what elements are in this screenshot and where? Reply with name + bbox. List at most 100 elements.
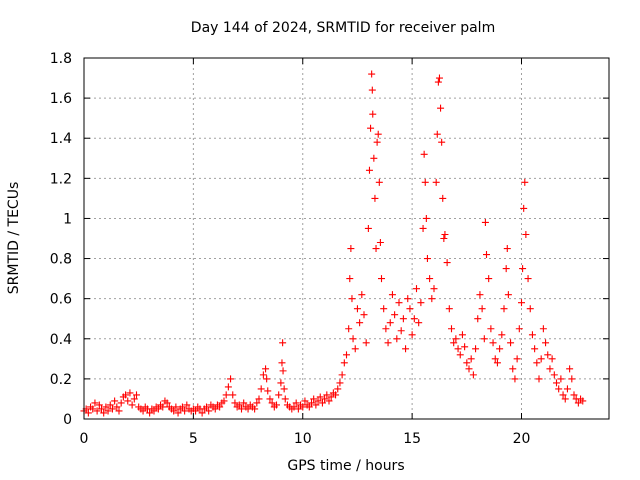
- data-point: [370, 154, 378, 162]
- data-point: [104, 407, 112, 415]
- data-point: [546, 365, 554, 373]
- data-point: [553, 379, 560, 387]
- data-point: [430, 285, 438, 293]
- data-point: [314, 397, 322, 405]
- data-point: [373, 138, 381, 146]
- y-tick-label: 1.8: [50, 51, 72, 67]
- data-point: [321, 395, 329, 403]
- data-point: [133, 391, 140, 399]
- data-point: [391, 311, 399, 319]
- data-point: [537, 355, 545, 363]
- data-point: [257, 385, 265, 393]
- data-point: [404, 295, 412, 303]
- data-point: [174, 409, 182, 417]
- data-point: [420, 150, 428, 158]
- data-point: [489, 339, 497, 347]
- data-point: [115, 407, 123, 415]
- data-point: [334, 385, 342, 393]
- data-point: [507, 339, 515, 347]
- data-point: [368, 70, 376, 78]
- data-point: [308, 399, 315, 407]
- data-point: [432, 178, 440, 186]
- data-point: [353, 305, 361, 313]
- data-point: [358, 291, 366, 299]
- data-point: [111, 397, 119, 405]
- data-point: [520, 204, 528, 212]
- data-point: [450, 339, 458, 347]
- data-point: [513, 355, 521, 363]
- data-point: [456, 351, 464, 359]
- data-point: [178, 403, 186, 411]
- data-point: [518, 299, 525, 307]
- data-point: [170, 407, 178, 415]
- data-point: [220, 397, 228, 405]
- data-point: [108, 405, 116, 413]
- data-point: [362, 339, 370, 347]
- data-point: [417, 299, 425, 307]
- data-point: [349, 335, 357, 343]
- data-point: [113, 403, 121, 411]
- data-point: [345, 325, 353, 333]
- data-point: [323, 391, 331, 399]
- data-point: [294, 405, 302, 413]
- data-point: [277, 379, 285, 387]
- data-point: [478, 305, 486, 313]
- data-point: [325, 397, 333, 405]
- data-point: [441, 230, 449, 238]
- data-point: [378, 275, 385, 283]
- data-point: [95, 401, 103, 409]
- y-tick-label: 0.6: [50, 292, 72, 308]
- data-point: [483, 251, 490, 259]
- data-point: [563, 385, 571, 393]
- data-point: [533, 359, 541, 367]
- data-point: [380, 305, 388, 313]
- data-point: [238, 405, 245, 413]
- data-point: [255, 395, 263, 403]
- data-point: [268, 399, 276, 407]
- data-point: [280, 385, 288, 393]
- data-point: [566, 365, 574, 373]
- data-point: [346, 275, 354, 283]
- data-point: [524, 275, 532, 283]
- data-point: [487, 325, 495, 333]
- data-point: [570, 391, 578, 399]
- data-point: [106, 401, 114, 409]
- data-point: [511, 375, 519, 383]
- data-point: [181, 407, 189, 415]
- data-point: [84, 409, 92, 417]
- data-point: [531, 345, 539, 353]
- data-point: [474, 315, 482, 323]
- data-point: [100, 409, 108, 417]
- data-point: [438, 138, 446, 146]
- x-tick-label: 15: [403, 431, 421, 447]
- data-point: [574, 399, 582, 407]
- data-point: [498, 331, 506, 339]
- data-point: [316, 393, 324, 401]
- data-point: [496, 345, 504, 353]
- data-point: [278, 359, 286, 367]
- data-point: [365, 166, 373, 174]
- data-point: [445, 305, 453, 313]
- data-point: [388, 291, 396, 299]
- data-point: [126, 389, 134, 397]
- data-point: [415, 319, 423, 327]
- data-point: [318, 399, 326, 407]
- data-point: [465, 365, 473, 373]
- data-point: [128, 401, 136, 409]
- data-point: [229, 391, 237, 399]
- data-point: [476, 291, 484, 299]
- data-point: [521, 178, 529, 186]
- data-point: [305, 403, 313, 411]
- data-point: [235, 401, 243, 409]
- data-point: [550, 371, 558, 379]
- data-point: [290, 403, 298, 411]
- data-point: [216, 403, 224, 411]
- data-point: [522, 230, 530, 238]
- data-point: [310, 395, 318, 403]
- data-point: [224, 383, 232, 391]
- data-point: [579, 397, 587, 405]
- data-point: [227, 375, 235, 383]
- plot-area-border: [83, 57, 610, 420]
- x-tick-label: 5: [189, 431, 198, 447]
- data-point: [273, 401, 280, 409]
